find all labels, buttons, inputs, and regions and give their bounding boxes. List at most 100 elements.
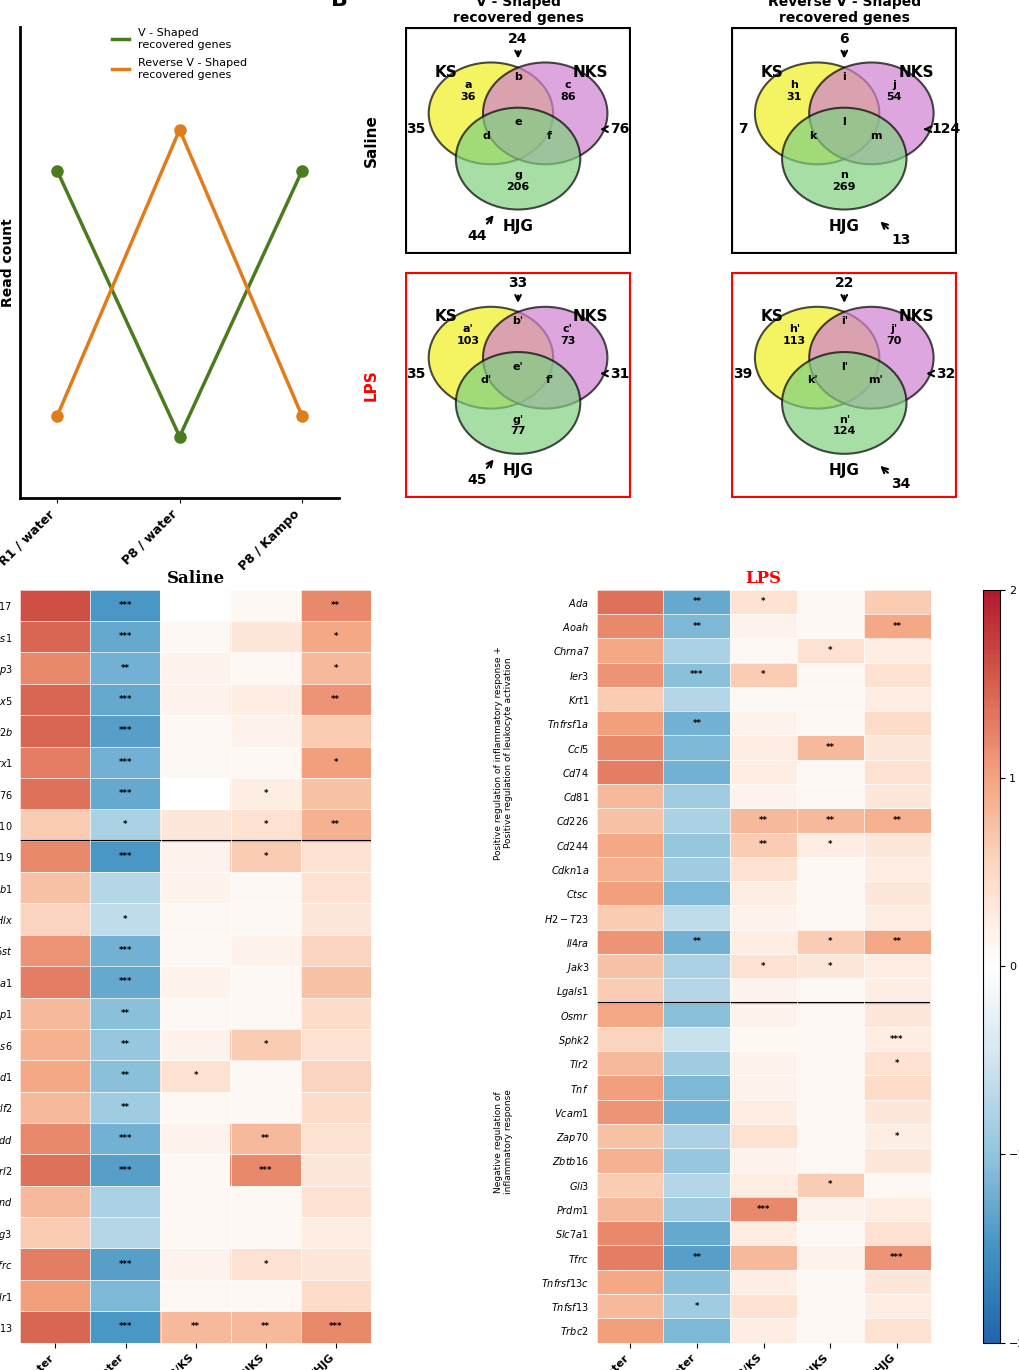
Text: ***: ***	[118, 1322, 132, 1332]
Text: 7: 7	[737, 122, 747, 136]
Text: **: **	[892, 817, 901, 825]
Ellipse shape	[808, 63, 932, 164]
Text: ***: ***	[118, 977, 132, 986]
Text: *: *	[333, 758, 337, 767]
Text: f: f	[547, 132, 551, 141]
Text: ***: ***	[118, 1166, 132, 1174]
Text: NKS: NKS	[572, 310, 607, 325]
Text: ***: ***	[259, 1166, 272, 1174]
Ellipse shape	[428, 307, 552, 408]
Text: NKS: NKS	[898, 66, 933, 81]
Text: ***: ***	[118, 633, 132, 641]
Text: 31: 31	[602, 367, 629, 381]
Text: **: **	[692, 937, 701, 947]
Text: *: *	[123, 821, 127, 829]
Text: d': d'	[480, 375, 491, 385]
Text: h
31: h 31	[786, 79, 801, 101]
Text: *: *	[263, 852, 268, 860]
Text: ***: ***	[118, 601, 132, 610]
Text: **: **	[892, 622, 901, 630]
Text: a
36: a 36	[461, 79, 476, 101]
Ellipse shape	[483, 63, 607, 164]
Ellipse shape	[782, 108, 906, 210]
Text: KS: KS	[434, 310, 457, 325]
Text: KS: KS	[760, 310, 783, 325]
Text: ***: ***	[118, 789, 132, 799]
Text: g'
77: g' 77	[510, 415, 525, 437]
Text: 34: 34	[881, 467, 910, 492]
Text: ***: ***	[118, 758, 132, 767]
Text: **: **	[692, 719, 701, 727]
Text: ***: ***	[329, 1322, 342, 1332]
Title: Reverse V - Shaped
recovered genes: Reverse V - Shaped recovered genes	[767, 0, 920, 25]
Text: j
54: j 54	[886, 79, 901, 101]
Text: 32: 32	[927, 367, 955, 381]
Text: j'
70: j' 70	[886, 325, 901, 345]
Text: ***: ***	[118, 1134, 132, 1143]
Text: NKS: NKS	[572, 66, 607, 81]
Text: KS: KS	[760, 66, 783, 81]
Text: **: **	[825, 743, 834, 752]
Text: l: l	[842, 118, 846, 127]
Text: *: *	[894, 1059, 899, 1067]
Text: B: B	[330, 0, 347, 10]
Text: HJG: HJG	[502, 463, 533, 478]
Text: g
206: g 206	[506, 170, 529, 192]
Text: m: m	[869, 132, 880, 141]
Ellipse shape	[455, 108, 580, 210]
Text: b: b	[514, 73, 522, 82]
Text: l': l'	[840, 362, 847, 371]
Text: **: **	[331, 601, 340, 610]
Ellipse shape	[754, 63, 878, 164]
Text: **: **	[261, 1322, 270, 1332]
Text: n
269: n 269	[832, 170, 855, 192]
Text: **: **	[758, 817, 767, 825]
Text: ***: ***	[118, 695, 132, 704]
Text: LPS: LPS	[363, 369, 378, 400]
Text: *: *	[827, 937, 832, 947]
Text: **: **	[121, 663, 129, 673]
Text: 44: 44	[467, 216, 492, 242]
Text: 39: 39	[732, 367, 751, 381]
Text: *: *	[694, 1302, 698, 1311]
Text: 33: 33	[507, 275, 527, 300]
Text: *: *	[263, 821, 268, 829]
Ellipse shape	[455, 352, 580, 453]
Text: **: **	[692, 622, 701, 630]
Text: **: **	[758, 840, 767, 849]
Text: *: *	[333, 663, 337, 673]
Ellipse shape	[483, 307, 607, 408]
Text: *: *	[827, 1180, 832, 1189]
Title: Saline: Saline	[166, 570, 224, 586]
Text: 13: 13	[881, 223, 910, 247]
Ellipse shape	[782, 352, 906, 453]
Title: LPS: LPS	[745, 570, 781, 586]
Legend: V - Shaped
recovered genes, Reverse V - Shaped
recovered genes: V - Shaped recovered genes, Reverse V - …	[108, 23, 251, 85]
Text: 35: 35	[407, 122, 426, 136]
Text: *: *	[760, 597, 765, 607]
Text: i': i'	[840, 316, 847, 326]
Text: **: **	[121, 1040, 129, 1049]
Text: *: *	[333, 633, 337, 641]
Text: Negative regulation of
inflammatory response: Negative regulation of inflammatory resp…	[493, 1089, 513, 1195]
Title: V - Shaped
recovered genes: V - Shaped recovered genes	[452, 0, 583, 25]
Text: HJG: HJG	[502, 219, 533, 234]
Ellipse shape	[808, 307, 932, 408]
Y-axis label: Read count: Read count	[1, 218, 15, 307]
Text: f': f'	[545, 375, 553, 385]
Text: Positive regulation of inflammatory response +
Positive regulation of leukocyte : Positive regulation of inflammatory resp…	[493, 645, 513, 860]
Text: **: **	[121, 1071, 129, 1081]
Text: **: **	[261, 1134, 270, 1143]
Text: **: **	[331, 695, 340, 704]
Text: 6: 6	[839, 32, 848, 56]
Text: *: *	[263, 1259, 268, 1269]
Text: **: **	[331, 821, 340, 829]
Text: HJG: HJG	[828, 463, 859, 478]
Text: d: d	[482, 132, 490, 141]
Text: 24: 24	[507, 32, 527, 56]
Text: *: *	[760, 670, 765, 680]
Text: b': b'	[512, 316, 523, 326]
Text: k: k	[808, 132, 815, 141]
Text: 124: 124	[924, 122, 960, 136]
Text: ***: ***	[118, 945, 132, 955]
